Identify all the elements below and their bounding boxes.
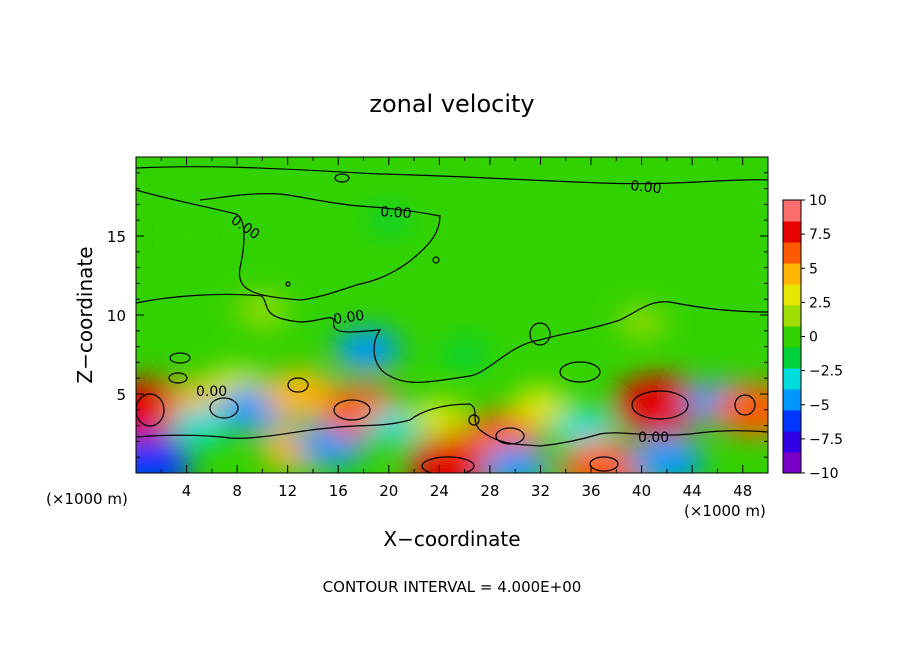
colorbar-segment [783, 431, 801, 453]
colorbar-tick-label: −7.5 [809, 432, 843, 448]
y-tick-label: 5 [116, 386, 126, 404]
x-tick-labels: 4 8 12 16 20 24 28 32 36 40 44 48 [182, 482, 752, 500]
colorbar-segment [783, 305, 801, 327]
contour-ring [421, 456, 475, 473]
contour-ring [432, 256, 440, 264]
colorbar-segment [783, 347, 801, 369]
colorbar-tick-label: −2.5 [809, 364, 843, 380]
contour-label: 0.00 [332, 308, 365, 328]
x-tick-label: 32 [531, 482, 550, 500]
axis-ticks [136, 157, 768, 473]
colorbar-tick-label: 10 [809, 193, 827, 209]
heatmap-cell [411, 400, 467, 436]
contour-ring [529, 322, 551, 346]
contour-line-bottom [136, 403, 768, 447]
x-tick-label: 44 [683, 482, 702, 500]
contour-line-upper [136, 166, 768, 185]
heatmap-cell [236, 293, 288, 327]
y-tick-labels: 5 10 15 [107, 228, 126, 404]
colorbar-labels: 10 7.5 5 2.5 0 −2.5 −5 −7.5 −10 [809, 193, 843, 482]
contour-ring [209, 397, 239, 419]
x-tick-label: 40 [632, 482, 651, 500]
colorbar-segment [783, 368, 801, 390]
colorbar-tick-label: −5 [809, 398, 830, 414]
heatmap-cell [713, 383, 768, 437]
y-axis-label: Z−coordinate [73, 246, 97, 383]
zero-contour-lines [136, 166, 768, 473]
heatmap-cell [510, 387, 570, 426]
colorbar-segment [783, 242, 801, 264]
colorbar-segment [783, 452, 801, 474]
contour-ring [734, 394, 756, 416]
x-tick-label: 24 [430, 482, 449, 500]
colorbar-tick-label: −10 [809, 466, 839, 482]
colorbar-tick-label: 5 [809, 261, 818, 277]
contour-interval-note: CONTOUR INTERVAL = 4.000E+00 [323, 578, 582, 596]
heatmap-cell [136, 435, 193, 473]
contour-line-mid [136, 189, 441, 301]
colorbar-segment [783, 200, 801, 222]
contour-ring [468, 414, 480, 426]
x-tick-label: 16 [329, 482, 348, 500]
colorbar-tick-label: 2.5 [809, 295, 831, 311]
y-tick-label: 10 [107, 307, 126, 325]
heatmap-cell [553, 408, 617, 449]
contour-ring [169, 352, 191, 364]
x-axis-label: X−coordinate [383, 527, 520, 551]
x-tick-label: 48 [733, 482, 752, 500]
contour-ring [285, 281, 291, 287]
contour-line-lower [136, 293, 768, 383]
heatmap-cell [618, 307, 666, 338]
contour-ring [559, 361, 601, 383]
colorbar-segment [783, 221, 801, 243]
contour-ring [631, 390, 689, 420]
heatmap-cell [365, 406, 425, 445]
heatmap-cell [629, 436, 705, 473]
heatmap-cell [441, 339, 489, 370]
contour-ring [334, 173, 350, 183]
colorbar [782, 199, 805, 474]
x-tick-label: 28 [480, 482, 499, 500]
contour-label: 0.00 [196, 384, 227, 400]
colorbar-segment [783, 326, 801, 348]
chart-title: zonal velocity [369, 90, 534, 118]
x-tick-label: 12 [278, 482, 297, 500]
contour-label: 0.00 [638, 430, 669, 446]
colorbar-segment [783, 389, 801, 411]
x-unit-left: (×1000 m) [46, 490, 128, 508]
x-tick-label: 36 [581, 482, 600, 500]
contour-ring [136, 393, 165, 427]
contour-label: 0.00 [380, 204, 412, 222]
colorbar-segment [783, 263, 801, 285]
heatmap-cells [136, 206, 768, 473]
heatmap-cell [368, 206, 410, 234]
heatmap-cell [333, 328, 401, 372]
x-unit-right: (×1000 m) [684, 502, 766, 520]
contour-ring [168, 372, 188, 384]
colorbar-segment [783, 284, 801, 306]
x-tick-label: 8 [232, 482, 242, 500]
colorbar-tick-label: 7.5 [809, 227, 831, 243]
contour-ring [495, 427, 525, 445]
x-tick-label: 4 [182, 482, 192, 500]
heatmap-area: 0.00 0.00 0.00 0.00 0.00 0.00 [136, 157, 768, 473]
colorbar-segment [783, 410, 801, 432]
contour-ring [287, 377, 309, 393]
colorbar-tick-label: 0 [809, 330, 818, 346]
heatmap-cell [481, 445, 549, 473]
contour-label: 0.00 [630, 178, 663, 197]
y-tick-label: 15 [107, 228, 126, 246]
x-tick-label: 20 [379, 482, 398, 500]
heatmap-cell [262, 370, 338, 418]
contour-ring [333, 399, 371, 421]
heatmap-cell [167, 223, 207, 249]
contour-labels: 0.00 0.00 0.00 0.00 0.00 0.00 [196, 178, 669, 446]
contour-ring [589, 456, 619, 472]
heatmap-cell [613, 374, 709, 436]
